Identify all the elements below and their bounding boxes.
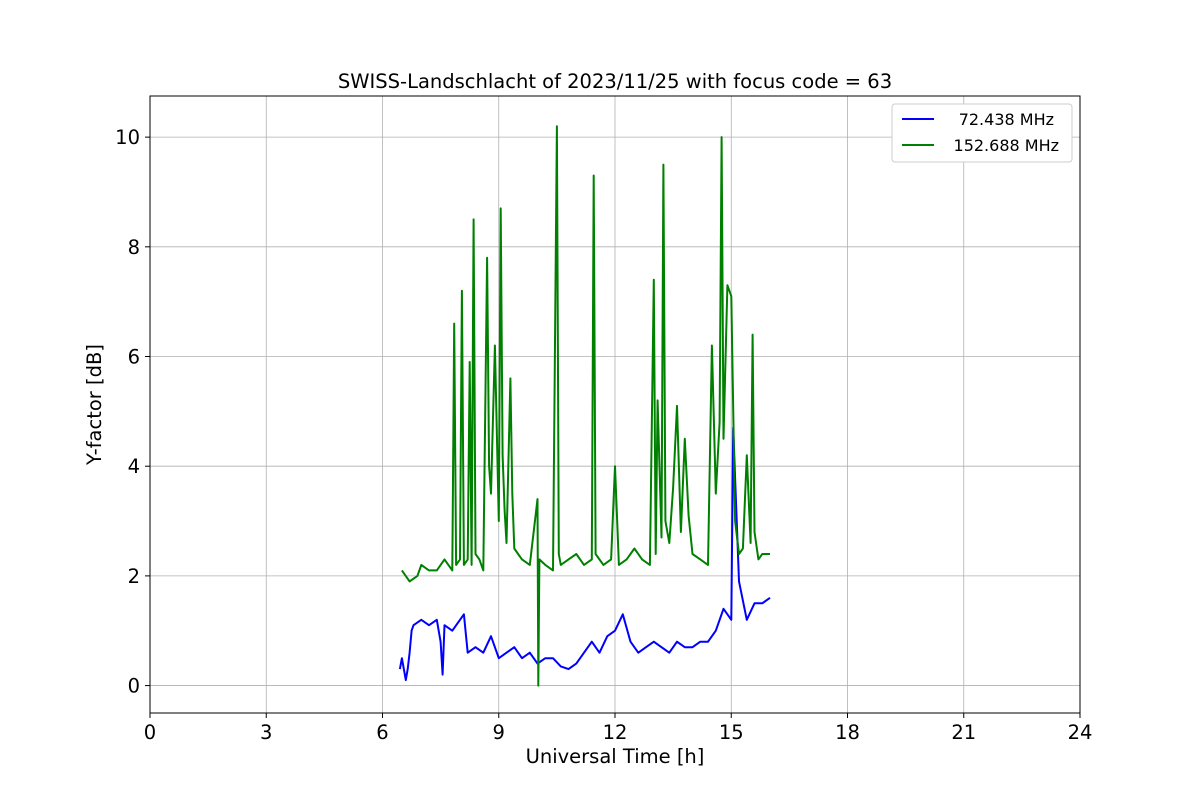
- y-tick-label: 6: [128, 346, 140, 369]
- y-tick-label: 8: [128, 236, 140, 259]
- x-tick-label: 24: [1068, 721, 1093, 744]
- series-line-72-mhz: [398, 426, 771, 682]
- legend-box: [891, 103, 1073, 163]
- y-tick-label: 4: [128, 455, 140, 478]
- y-axis-label: Y-factor [dB]: [83, 344, 106, 466]
- x-tick-label: 12: [603, 721, 628, 744]
- y-tick-label: 2: [128, 565, 140, 588]
- x-tick-label: 18: [835, 721, 860, 744]
- chart-title: SWISS-Landschlacht of 2023/11/25 with fo…: [338, 70, 892, 93]
- series-group: [398, 125, 771, 687]
- x-tick-label: 0: [144, 721, 156, 744]
- legend-label-152-mhz: 152.688 MHz: [954, 136, 1059, 155]
- legend-label-72-mhz: 72.438 MHz: [959, 110, 1054, 129]
- series-line-152-mhz: [401, 125, 770, 687]
- x-tick-label: 21: [951, 721, 976, 744]
- y-tick-label: 0: [128, 675, 140, 698]
- x-axis-label: Universal Time [h]: [526, 745, 705, 768]
- y-tick-label: 10: [115, 126, 140, 149]
- x-tick-label: 3: [260, 721, 272, 744]
- x-tick-label: 6: [376, 721, 388, 744]
- x-tick-label: 15: [719, 721, 744, 744]
- legend: 72.438 MHz 152.688 MHz: [891, 103, 1073, 163]
- x-tick-label: 9: [493, 721, 505, 744]
